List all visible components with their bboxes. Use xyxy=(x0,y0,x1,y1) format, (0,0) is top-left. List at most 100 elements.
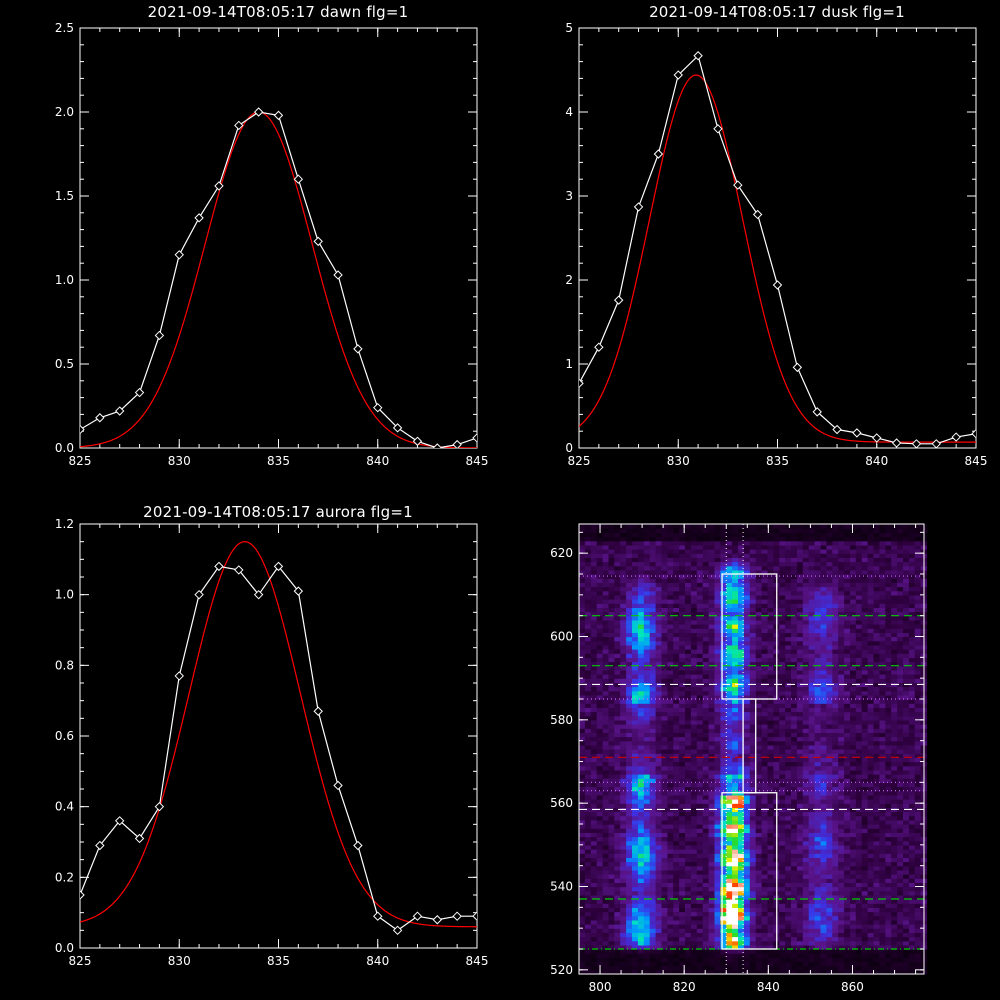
heatmap-cell xyxy=(732,940,739,946)
heatmap-cell xyxy=(850,790,857,796)
heatmap-cell xyxy=(844,857,851,863)
heatmap-cell xyxy=(761,919,769,925)
heatmap-cell xyxy=(696,724,704,729)
heatmap-cell xyxy=(720,678,727,683)
heatmap-cell xyxy=(796,924,804,929)
heatmap-cell xyxy=(855,919,863,925)
heatmap-cell xyxy=(726,740,733,746)
heatmap-cell xyxy=(879,819,886,825)
heatmap-cell xyxy=(596,774,604,779)
heatmap-cell xyxy=(891,803,898,808)
heatmap-cell xyxy=(632,882,639,888)
heatmap-cell xyxy=(779,849,786,854)
heatmap-cell xyxy=(808,853,816,858)
heatmap-cell xyxy=(632,719,639,725)
heatmap-cell xyxy=(655,815,663,821)
heatmap-cell xyxy=(679,949,686,954)
heatmap-cell xyxy=(791,890,798,896)
heatmap-cell xyxy=(602,840,610,846)
heatmap-cell xyxy=(773,732,780,738)
heatmap-cell xyxy=(673,886,680,892)
heatmap-cell xyxy=(897,669,904,675)
heatmap-cell xyxy=(720,824,727,829)
heatmap-cell xyxy=(844,694,851,700)
heatmap-cell xyxy=(761,853,769,858)
heatmap-cell xyxy=(844,665,851,671)
heatmap-cell xyxy=(614,819,621,825)
heatmap-cell xyxy=(761,711,769,717)
heatmap-cell xyxy=(738,840,745,846)
heatmap-cell xyxy=(820,853,827,858)
heatmap-cell xyxy=(908,882,916,888)
heatmap-cell xyxy=(908,719,916,725)
heatmap-cell xyxy=(732,961,739,967)
heatmap-cell xyxy=(596,849,604,854)
heatmap-cell xyxy=(903,803,910,808)
heatmap-cell xyxy=(808,732,816,738)
heatmap-cell xyxy=(620,803,627,808)
heatmap-cell xyxy=(838,819,845,825)
heatmap-cell xyxy=(914,865,922,871)
heatmap-cell xyxy=(873,953,880,958)
heatmap-cell xyxy=(908,894,916,900)
heatmap-cell xyxy=(755,890,763,896)
heatmap-cell xyxy=(708,790,716,796)
heatmap-cell xyxy=(838,790,845,796)
heatmap-cell xyxy=(826,969,833,975)
heatmap-cell xyxy=(608,840,615,846)
heatmap-cell xyxy=(796,849,804,854)
heatmap-cell xyxy=(814,794,822,800)
heatmap-cell xyxy=(844,936,851,942)
heatmap-cell xyxy=(637,949,645,954)
heatmap-cell xyxy=(738,765,745,771)
heatmap-cell xyxy=(779,749,786,754)
heatmap-cell xyxy=(608,724,615,729)
heatmap-cell xyxy=(755,819,763,825)
heatmap-cell xyxy=(685,757,692,763)
heatmap-cell xyxy=(879,903,886,908)
heatmap-cell xyxy=(614,761,621,767)
heatmap-cell xyxy=(649,865,657,871)
heatmap-cell xyxy=(844,849,851,854)
heatmap-cell xyxy=(767,886,774,892)
heatmap-cell xyxy=(814,769,822,775)
heatmap-cell xyxy=(702,786,710,792)
heatmap-cell xyxy=(850,899,857,904)
heatmap-cell xyxy=(726,799,733,804)
heatmap-cell xyxy=(855,907,863,913)
heatmap-cell xyxy=(743,965,751,971)
heatmap-cell xyxy=(779,699,786,704)
heatmap-cell xyxy=(590,732,598,738)
heatmap-cell xyxy=(891,761,898,767)
heatmap-cell xyxy=(844,932,851,938)
heatmap-cell xyxy=(696,657,704,663)
heatmap-cell xyxy=(826,769,833,775)
heatmap-cell xyxy=(696,894,704,900)
heatmap-cell xyxy=(861,732,869,738)
heatmap-cell xyxy=(749,965,757,971)
heatmap-cell xyxy=(661,819,668,825)
heatmap-cell xyxy=(596,815,604,821)
heatmap-cell xyxy=(914,894,922,900)
heatmap-cell xyxy=(808,749,816,754)
heatmap-cell xyxy=(861,886,869,892)
heatmap-cell xyxy=(814,824,822,829)
heatmap-cell xyxy=(732,678,739,683)
heatmap-cell xyxy=(855,824,863,829)
heatmap-cell xyxy=(767,969,774,975)
heatmap-cell xyxy=(679,811,686,817)
heatmap-cell xyxy=(897,719,904,725)
heatmap-cell xyxy=(732,728,739,733)
heatmap-cell xyxy=(903,840,910,846)
heatmap-cell xyxy=(649,728,657,733)
heatmap-cell xyxy=(850,803,857,808)
heatmap-cell xyxy=(861,728,869,733)
heatmap-cell xyxy=(685,819,692,825)
heatmap-cell xyxy=(655,882,663,888)
heatmap-cell xyxy=(891,724,898,729)
heatmap-cell xyxy=(796,661,804,667)
heatmap-cell xyxy=(590,690,598,696)
heatmap-cell xyxy=(897,907,904,913)
heatmap-cell xyxy=(903,949,910,954)
heatmap-cell xyxy=(720,936,727,942)
